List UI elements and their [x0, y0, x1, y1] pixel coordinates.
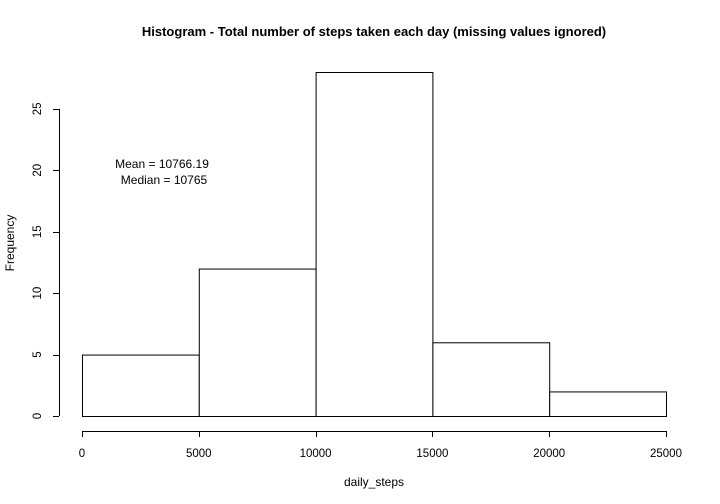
x-tick-label-3: 15000 — [416, 448, 448, 460]
x-tick-label-0: 0 — [79, 448, 85, 460]
y-tick-label-0: 0 — [32, 413, 44, 419]
histogram-bar-2 — [315, 72, 434, 417]
histogram-bar-0 — [82, 354, 200, 418]
histogram-bar-3 — [432, 342, 551, 417]
y-axis: 0 5 10 15 20 25 — [32, 102, 60, 419]
histogram-bar-4 — [549, 391, 668, 417]
y-tick-label-3: 15 — [32, 225, 44, 238]
x-tick-label-1: 5000 — [186, 448, 212, 460]
x-axis: 0 5000 10000 15000 20000 25000 — [79, 431, 682, 460]
x-axis-label: daily_steps — [344, 475, 404, 489]
histogram-bar-1 — [198, 268, 317, 418]
chart-title: Histogram - Total number of steps taken … — [142, 24, 606, 39]
median-annotation: Median = 10765 — [121, 173, 208, 187]
y-tick-label-5: 25 — [32, 102, 44, 115]
x-tick-label-2: 10000 — [300, 448, 332, 460]
x-tick-label-4: 20000 — [533, 448, 565, 460]
y-tick-label-4: 20 — [32, 164, 44, 177]
x-tick-label-5: 25000 — [650, 448, 682, 460]
y-tick-label-1: 5 — [32, 351, 44, 357]
bars-group — [82, 72, 668, 418]
y-tick-label-2: 10 — [32, 287, 44, 300]
mean-annotation: Mean = 10766.19 — [115, 157, 209, 171]
y-axis-label: Frequency — [3, 215, 17, 272]
